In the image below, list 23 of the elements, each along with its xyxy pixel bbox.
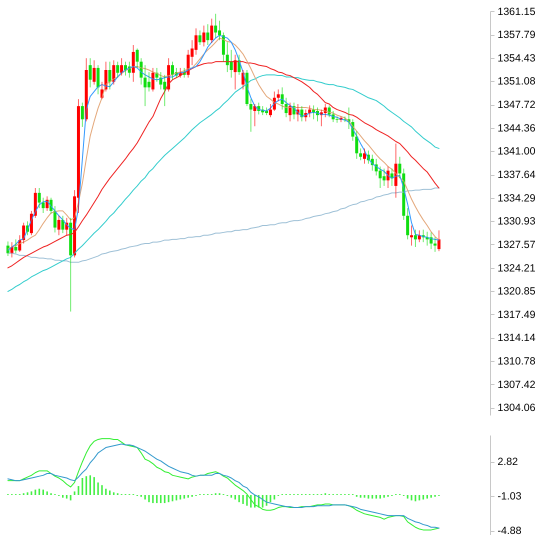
y-tick-label: 1354.43 xyxy=(498,52,536,64)
y-tick-label: 1361.15 xyxy=(498,6,536,18)
line-series xyxy=(7,74,440,292)
y-tick-label: -4.88 xyxy=(498,525,522,535)
y-tick-label: 1320.85 xyxy=(498,286,536,298)
y-tick-label: 1357.79 xyxy=(498,29,536,42)
y-tick-label: 1347.72 xyxy=(498,99,536,112)
y-tick-label: 1351.08 xyxy=(498,76,536,88)
y-tick-label: 1327.57 xyxy=(498,238,536,251)
y-tick-label: 1317.49 xyxy=(498,308,536,321)
y-tick-label: 1307.42 xyxy=(498,378,536,391)
y-tick-label: 1337.64 xyxy=(498,169,536,182)
y-tick-label: 1310.78 xyxy=(498,355,536,368)
y-tick-label: 1341.00 xyxy=(498,146,536,158)
y-tick-label: 1324.21 xyxy=(498,262,536,274)
y-tick-label: 1334.29 xyxy=(498,192,536,204)
y-tick-label: 1344.36 xyxy=(498,122,536,134)
y-tick-label: 1314.14 xyxy=(498,332,536,344)
y-tick-label: 1304.06 xyxy=(498,402,536,414)
line-series xyxy=(7,188,440,263)
y-tick-label: -1.03 xyxy=(498,490,522,503)
y-tick-label: 1330.93 xyxy=(498,216,536,228)
y-tick-label: 2.82 xyxy=(498,456,518,468)
